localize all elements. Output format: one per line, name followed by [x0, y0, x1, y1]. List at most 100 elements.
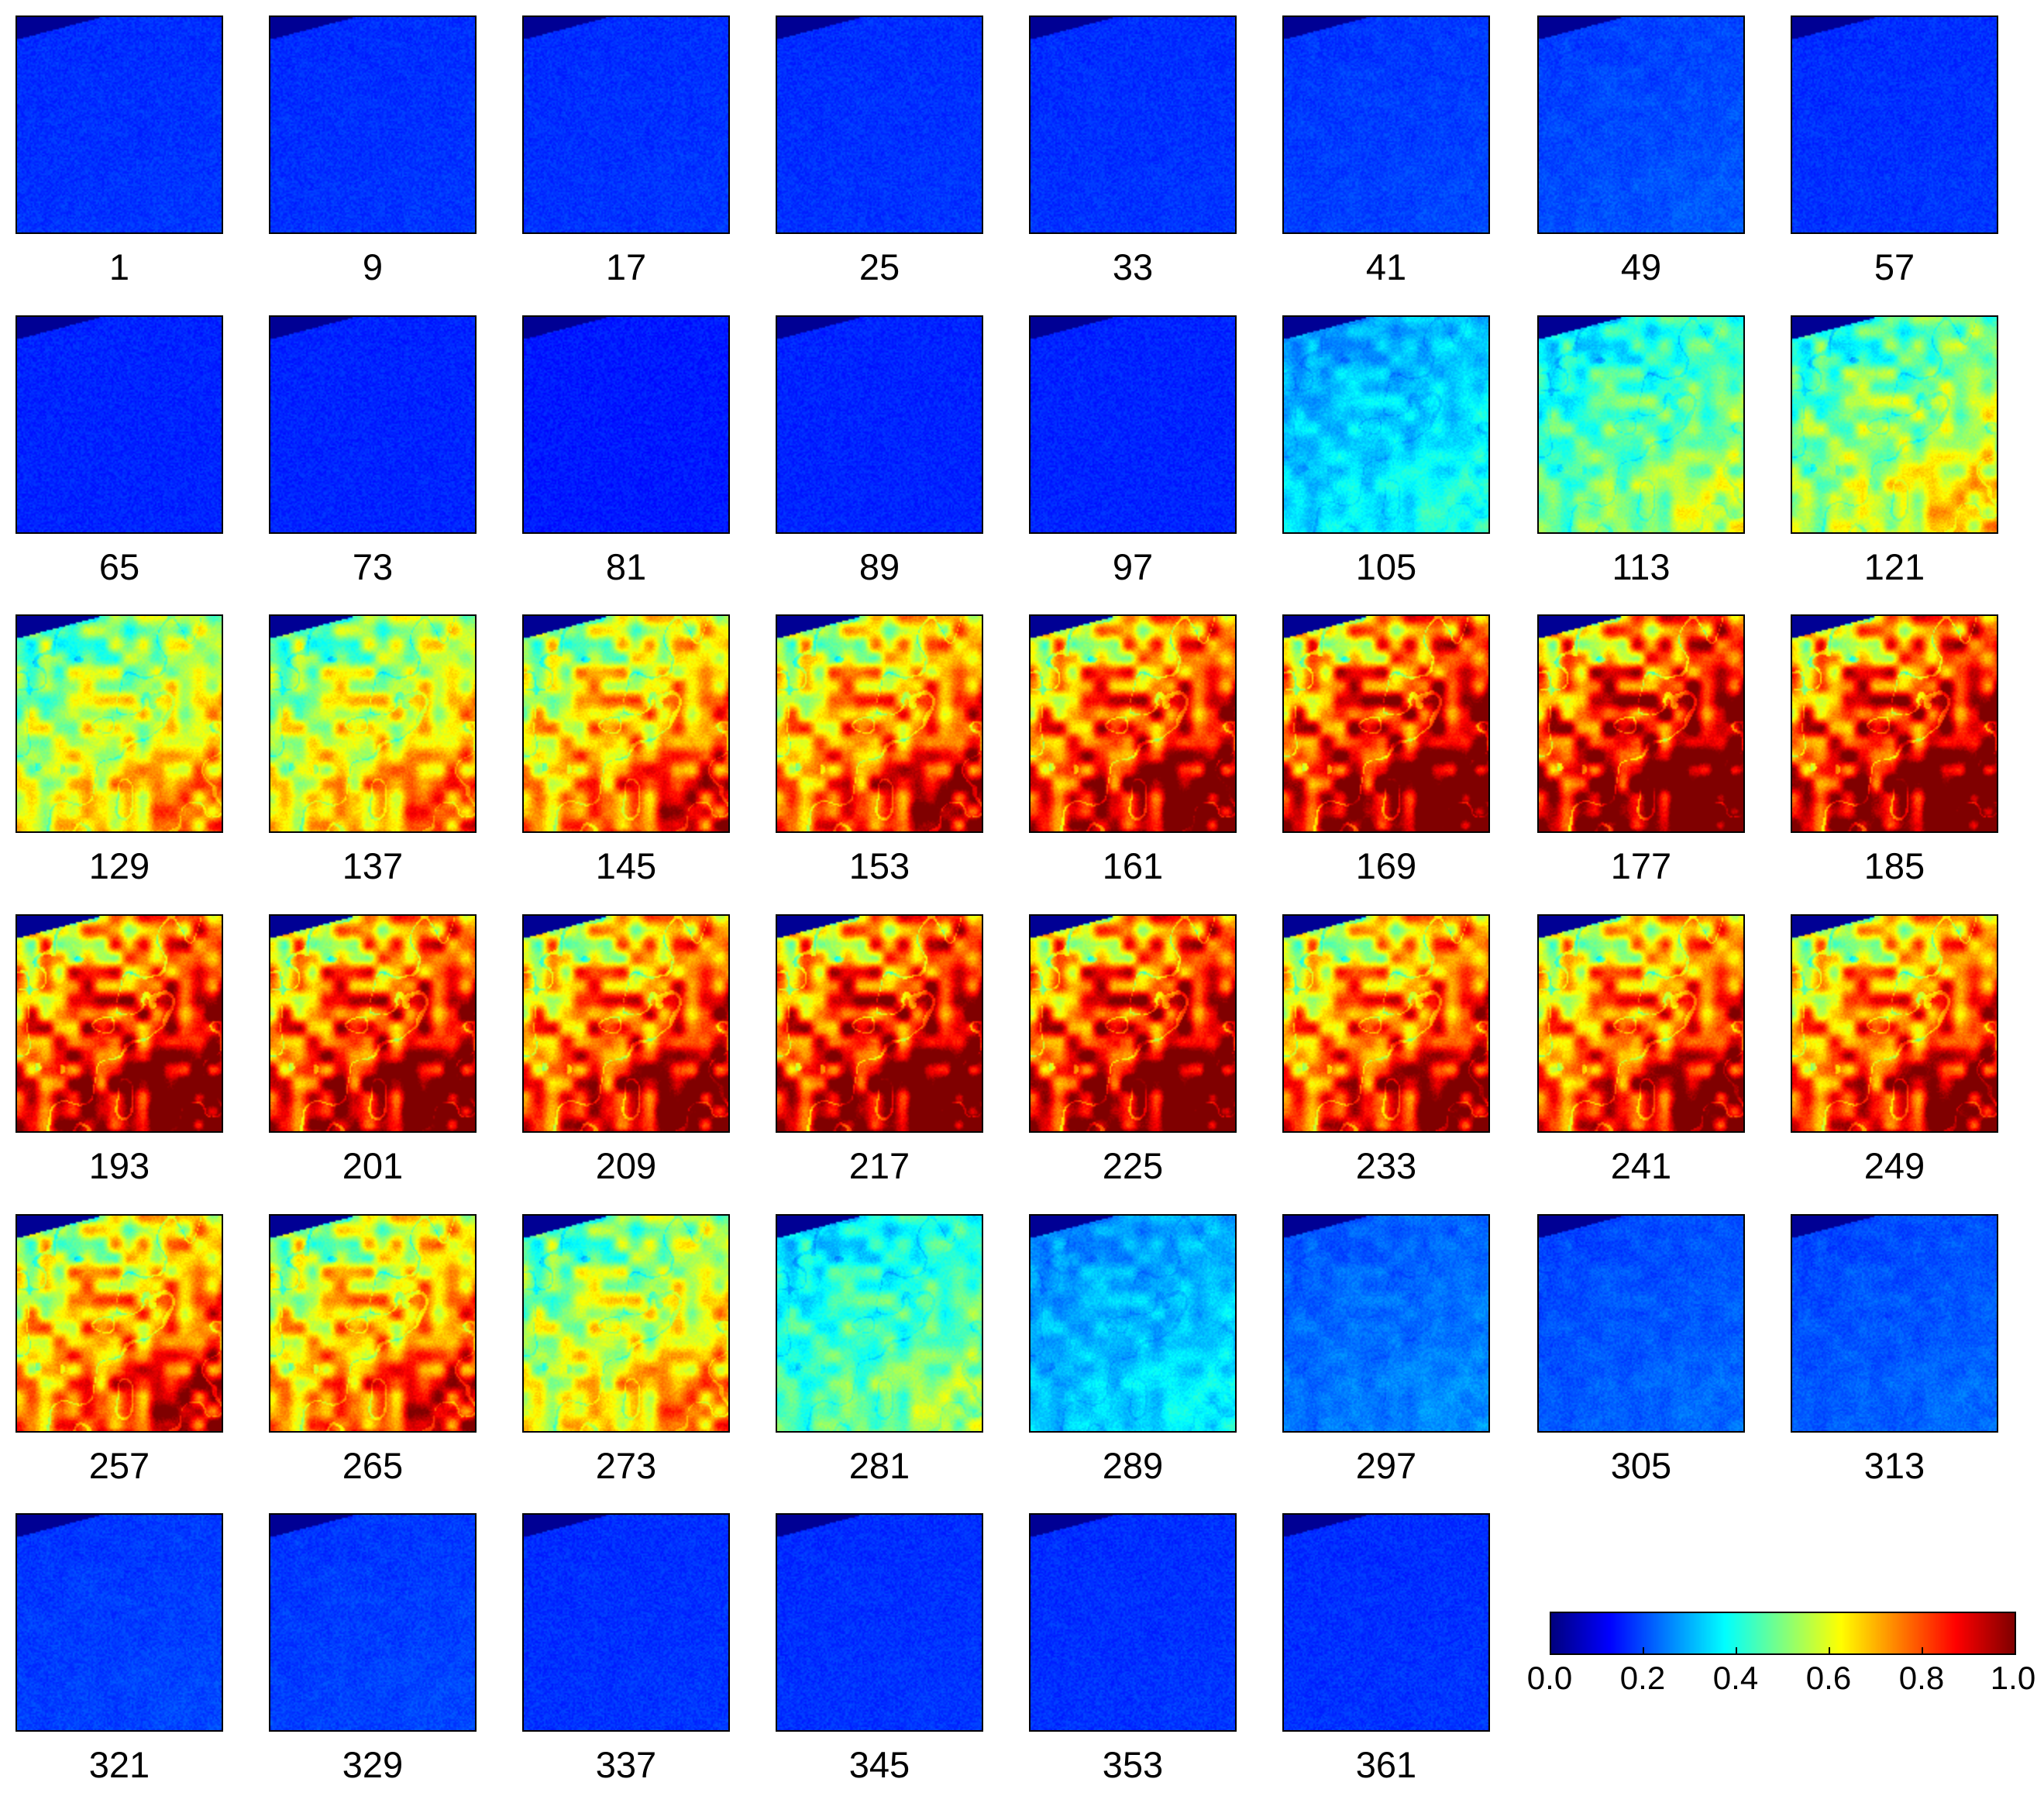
map-panel-doy-145	[522, 614, 730, 833]
map-panel-doy-241	[1537, 914, 1745, 1133]
panel-label: 41	[1365, 246, 1407, 287]
map-panel-doy-257	[15, 1214, 223, 1433]
map-panel-doy-225	[1029, 914, 1237, 1133]
panel-label: 217	[848, 1145, 910, 1186]
map-image	[1792, 616, 1997, 831]
colorbar-tick-label: 0.2	[1619, 1660, 1666, 1696]
map-image	[1539, 916, 1743, 1131]
map-image	[1539, 1216, 1743, 1431]
panel-label: 177	[1610, 845, 1672, 886]
map-image	[270, 616, 475, 831]
map-panel-doy-297	[1282, 1214, 1490, 1433]
map-panel-doy-33	[1029, 15, 1237, 234]
panel-label: 353	[1102, 1744, 1164, 1785]
panel-label: 249	[1863, 1145, 1925, 1186]
map-panel-doy-249	[1791, 914, 1998, 1133]
panel-label: 329	[342, 1744, 404, 1785]
map-image	[17, 1216, 222, 1431]
map-image	[270, 916, 475, 1131]
panel-label: 233	[1355, 1145, 1417, 1186]
map-panel-doy-177	[1537, 614, 1745, 833]
map-image	[1792, 916, 1997, 1131]
panel-label: 33	[1112, 246, 1154, 287]
panel-label: 17	[605, 246, 647, 287]
map-panel-doy-137	[269, 614, 477, 833]
panel-label: 265	[342, 1445, 404, 1486]
panel-label: 57	[1874, 246, 1915, 287]
map-image	[17, 17, 222, 232]
map-panel-doy-361	[1282, 1513, 1490, 1732]
map-image	[1031, 1216, 1235, 1431]
map-panel-doy-89	[776, 315, 983, 534]
map-panel-doy-97	[1029, 315, 1237, 534]
map-image	[524, 916, 728, 1131]
map-panel-doy-185	[1791, 614, 1998, 833]
map-image	[524, 17, 728, 232]
panel-label: 297	[1355, 1445, 1417, 1486]
map-panel-doy-201	[269, 914, 477, 1133]
map-image	[270, 317, 475, 532]
map-panel-doy-1	[15, 15, 223, 234]
panel-label: 361	[1355, 1744, 1417, 1785]
map-panel-doy-153	[776, 614, 983, 833]
panel-label: 225	[1102, 1145, 1164, 1186]
map-panel-doy-273	[522, 1214, 730, 1433]
map-image	[524, 1216, 728, 1431]
colorbar-tick	[1643, 1647, 1644, 1655]
map-panel-doy-329	[269, 1513, 477, 1732]
map-panel-doy-217	[776, 914, 983, 1133]
colorbar-tick-label: 0.0	[1526, 1660, 1573, 1696]
map-image	[777, 616, 982, 831]
panel-label: 105	[1355, 546, 1417, 587]
map-image	[777, 17, 982, 232]
panel-label: 201	[342, 1145, 404, 1186]
map-image	[270, 17, 475, 232]
map-image	[17, 616, 222, 831]
map-image	[1792, 1216, 1997, 1431]
map-image	[1284, 17, 1488, 232]
colorbar-tick	[1922, 1647, 1923, 1655]
map-panel-doy-353	[1029, 1513, 1237, 1732]
panel-label: 89	[859, 546, 900, 587]
map-image	[1284, 1216, 1488, 1431]
panel-label: 121	[1863, 546, 1925, 587]
map-panel-doy-169	[1282, 614, 1490, 833]
map-panel-doy-73	[269, 315, 477, 534]
map-panel-doy-129	[15, 614, 223, 833]
map-image	[1031, 1515, 1235, 1730]
map-image	[17, 1515, 222, 1730]
panel-label: 73	[352, 546, 394, 587]
map-panel-doy-41	[1282, 15, 1490, 234]
map-image	[1031, 616, 1235, 831]
panel-label: 81	[605, 546, 647, 587]
colorbar-tick	[1829, 1647, 1830, 1655]
panel-label: 97	[1112, 546, 1154, 587]
map-panel-doy-105	[1282, 315, 1490, 534]
colorbar-tick-label: 1.0	[1990, 1660, 2036, 1696]
map-panel-doy-17	[522, 15, 730, 234]
map-panel-doy-9	[269, 15, 477, 234]
panel-label: 1	[108, 246, 130, 287]
map-panel-doy-121	[1791, 315, 1998, 534]
map-image	[1284, 616, 1488, 831]
map-panel-doy-321	[15, 1513, 223, 1732]
panel-label: 49	[1620, 246, 1662, 287]
map-panel-doy-305	[1537, 1214, 1745, 1433]
panel-label: 145	[595, 845, 657, 886]
colorbar-tick-label: 0.4	[1712, 1660, 1759, 1696]
panel-label: 193	[88, 1145, 150, 1186]
map-panel-doy-281	[776, 1214, 983, 1433]
map-panel-doy-25	[776, 15, 983, 234]
map-image	[1284, 1515, 1488, 1730]
panel-label: 9	[362, 246, 384, 287]
map-image	[777, 916, 982, 1131]
map-image	[270, 1216, 475, 1431]
map-image	[1031, 17, 1235, 232]
map-image	[777, 317, 982, 532]
panel-label: 313	[1863, 1445, 1925, 1486]
map-image	[17, 916, 222, 1131]
map-image	[777, 1515, 982, 1730]
map-panel-doy-289	[1029, 1214, 1237, 1433]
panel-label: 257	[88, 1445, 150, 1486]
map-panel-doy-49	[1537, 15, 1745, 234]
